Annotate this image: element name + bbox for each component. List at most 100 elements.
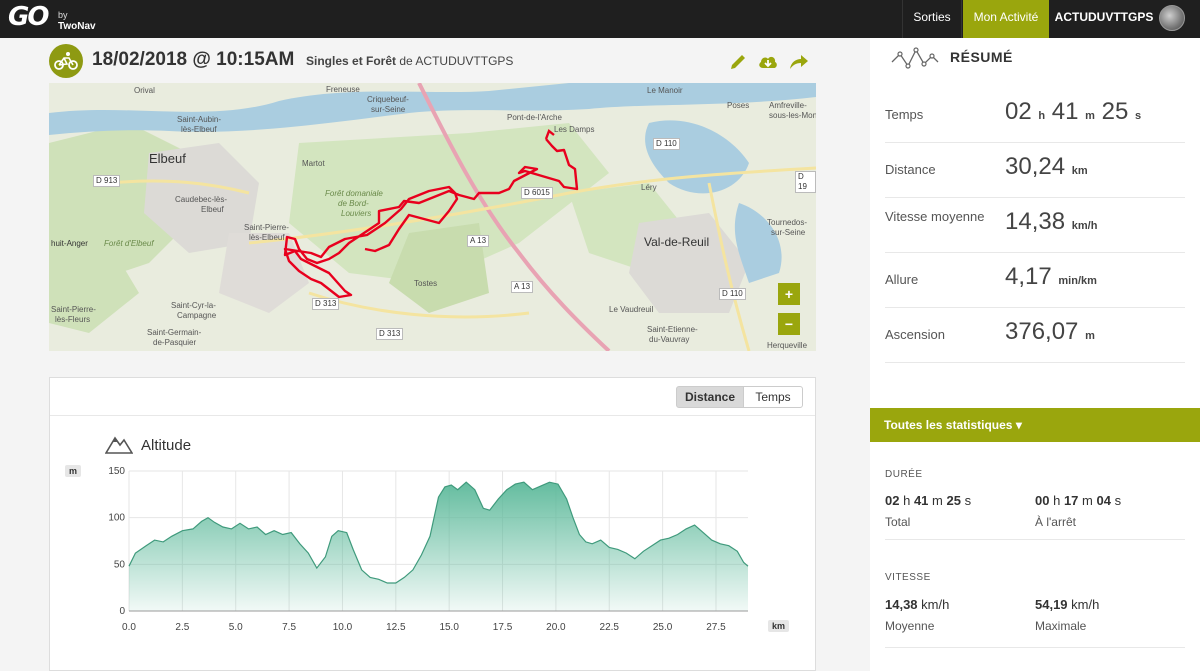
chart-panel-header: Distance Temps [50, 378, 815, 416]
cloud-download-icon[interactable] [757, 52, 779, 72]
map-label: lès-Fleurs [55, 315, 91, 324]
x-tick-label: 22.5 [600, 622, 620, 633]
map-road-label: D 313 [312, 298, 340, 310]
y-tick-label: 50 [114, 559, 126, 570]
activity-author[interactable]: ACTUDUVTTGPS [415, 54, 514, 68]
speed-section: VITESSE 14,38 km/h Moyenne 54,19 km/h Ma… [885, 558, 1185, 648]
summary-title: RÉSUMÉ [950, 49, 1013, 65]
map-label: Amfreville- [769, 101, 807, 110]
chart-title: Altitude [141, 437, 192, 454]
section-title: DURÉE [885, 469, 923, 480]
duration-total-value: 02 h 41 m 25 s [885, 493, 972, 508]
map-road-label: A 13 [467, 235, 490, 247]
logo-by-text: by [58, 10, 68, 20]
nav-sorties[interactable]: Sorties [902, 0, 962, 38]
stat-label: Vitesse moyenne [885, 209, 985, 224]
activity-subtitle: Singles et Forêt de ACTUDUVTTGPS [306, 54, 513, 68]
x-tick-label: 7.5 [282, 622, 296, 633]
stat-value: 376,07 m [1005, 318, 1095, 345]
duration-stopped-value: 00 h 17 m 04 s [1035, 493, 1122, 508]
map-label: Le Manoir [647, 86, 683, 95]
map-label: Herqueville [767, 341, 808, 350]
map-label: huit-Anger [51, 239, 88, 248]
logo-brand-text: TwoNav [58, 21, 96, 32]
stat-value: 02 h 41 m 25 s [1005, 98, 1142, 125]
share-arrow-icon[interactable] [788, 52, 810, 72]
route-map[interactable]: Orival Freneuse Criquebeuf- sur-Seine Po… [49, 83, 816, 351]
map-label: Saint-Cyr-la- [171, 301, 216, 310]
zoom-out-button[interactable]: − [778, 313, 800, 335]
map-label: Pont-de-l'Arche [507, 113, 562, 122]
altitude-chart-panel: Distance Temps Altitude m km 0.0 2.5 5.0 7.… [49, 377, 816, 671]
activity-by: de [399, 54, 413, 68]
stat-distance: Distance 30,24 km [885, 143, 1185, 198]
map-road-label: D 913 [93, 175, 121, 187]
x-tick-label: 15.0 [439, 622, 459, 633]
map-label: Elbeuf [201, 205, 224, 214]
x-tick-label: 12.5 [386, 622, 406, 633]
x-tick-label: 5.0 [229, 622, 243, 633]
pencil-icon[interactable] [728, 52, 750, 72]
logo-go-text: GO [8, 2, 49, 32]
stat-label: Ascension [885, 327, 945, 342]
x-tick-label: 25.0 [653, 622, 673, 633]
altitude-chart[interactable]: 0.0 2.5 5.0 7.5 10.0 12.5 15.0 17.5 20.0 22.5 25.0… [50, 378, 815, 671]
x-unit-label: km [768, 620, 790, 632]
app-logo[interactable]: GO by TwoNav [8, 2, 98, 36]
map-label: de-Pasquier [153, 338, 197, 347]
speed-avg-value: 14,38 km/h [885, 597, 950, 612]
altitude-line [128, 481, 749, 584]
map-road-label: D 110 [653, 138, 680, 150]
map-label: Tostes [414, 279, 438, 288]
zoom-in-button[interactable]: + [778, 283, 800, 305]
user-menu[interactable]: ACTUDUVTTGPS ▾ [1054, 10, 1154, 58]
nav-mon-activite[interactable]: Mon Activité [963, 0, 1049, 38]
map-label: Criquebeuf- [367, 95, 409, 104]
duration-stopped-label: À l'arrêt [1035, 515, 1076, 529]
altitude-area [129, 482, 748, 611]
x-tick-label: 0.0 [122, 622, 136, 633]
summary-graph-icon [891, 47, 939, 69]
cyclist-icon [49, 44, 83, 78]
map-label: Campagne [177, 311, 217, 320]
y-unit-label: m [65, 465, 82, 477]
y-tick-label: 150 [108, 466, 125, 477]
x-tick-label: 2.5 [175, 622, 189, 633]
map-label: sous-les-Monts [769, 111, 816, 120]
map-label: Caudebec-lès- [175, 195, 228, 204]
map-road-label: D 6015 [521, 187, 553, 199]
map-label: Saint-Germain- [147, 328, 202, 337]
stat-ascension: Ascension 376,07 m [885, 308, 1185, 363]
stat-label: Distance [885, 162, 936, 177]
map-label: Orival [134, 86, 155, 95]
map-label: du-Vauvray [649, 335, 690, 344]
map-label: Forêt domaniale [325, 189, 383, 198]
map-label: Le Vaudreuil [609, 305, 654, 314]
activity-title: 18/02/2018 @ 10:15AM [92, 49, 295, 70]
map-label: Elbeuf [149, 151, 186, 166]
map-label: Saint-Pierre- [51, 305, 96, 314]
stat-temps: Temps 02 h 41 m 25 s [885, 88, 1185, 143]
map-label: Léry [641, 183, 657, 192]
y-tick-label: 0 [119, 606, 125, 617]
map-label: sur-Seine [371, 105, 406, 114]
map-road-label: D 313 [376, 328, 404, 340]
y-tick-label: 100 [108, 513, 125, 524]
map-label: lès-Elbeuf [181, 125, 217, 134]
map-road-label: D 19 [795, 171, 816, 193]
stat-value: 4,17 min/km [1005, 263, 1097, 290]
tab-distance[interactable]: Distance [676, 386, 744, 408]
avatar[interactable] [1159, 5, 1185, 31]
map-label: Les Damps [554, 125, 595, 134]
top-bar: GO by TwoNav Sorties Mon Activité ACTUDU… [0, 0, 1200, 58]
map-label: Saint-Aubin- [177, 115, 222, 124]
x-tick-label: 27.5 [706, 622, 726, 633]
x-tick-label: 17.5 [493, 622, 513, 633]
all-stats-button[interactable]: Toutes les statistiques ▾ [870, 408, 1200, 442]
map-label: Tournedos- [767, 218, 808, 227]
tab-temps[interactable]: Temps [743, 386, 803, 408]
mountain-icon [105, 436, 133, 454]
map-road-label: A 13 [511, 281, 534, 293]
stat-value: 30,24 km [1005, 153, 1088, 180]
speed-max-value: 54,19 km/h [1035, 597, 1100, 612]
